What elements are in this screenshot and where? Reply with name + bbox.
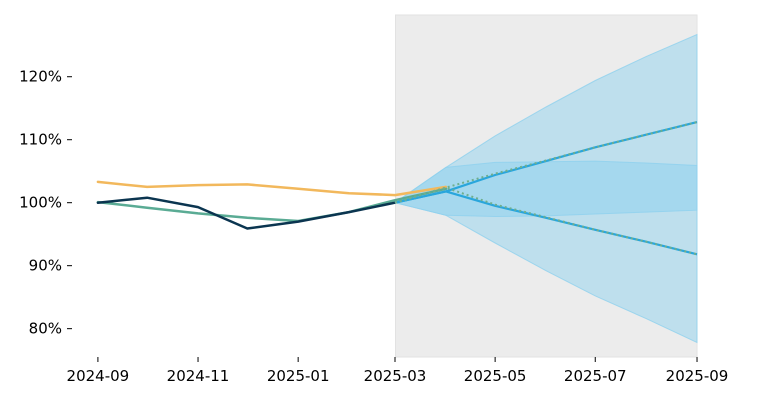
forecast-dotted-lower — [394, 186, 698, 256]
forecast-dotted-upper — [394, 121, 698, 204]
x-tick-label: 2024-11 — [167, 367, 230, 385]
series-line-3 — [96, 196, 397, 230]
y-tick-label: 100% — [19, 194, 62, 212]
x-tick-label: 2025-05 — [464, 367, 527, 385]
x-tick-label: 2025-07 — [564, 367, 627, 385]
series-line-2 — [96, 187, 448, 223]
y-tick-label: 90% — [29, 257, 62, 275]
x-tick-label: 2024-09 — [67, 367, 130, 385]
y-tick-label: 110% — [19, 131, 62, 149]
series-line-1 — [96, 180, 448, 197]
y-tick-label: 80% — [29, 320, 62, 338]
x-tick-label: 2025-09 — [666, 367, 729, 385]
y-tick-label: 120% — [19, 68, 62, 86]
x-tick-label: 2025-03 — [364, 367, 427, 385]
x-tick-label: 2025-01 — [267, 367, 330, 385]
forecast-inner-band — [393, 160, 698, 218]
